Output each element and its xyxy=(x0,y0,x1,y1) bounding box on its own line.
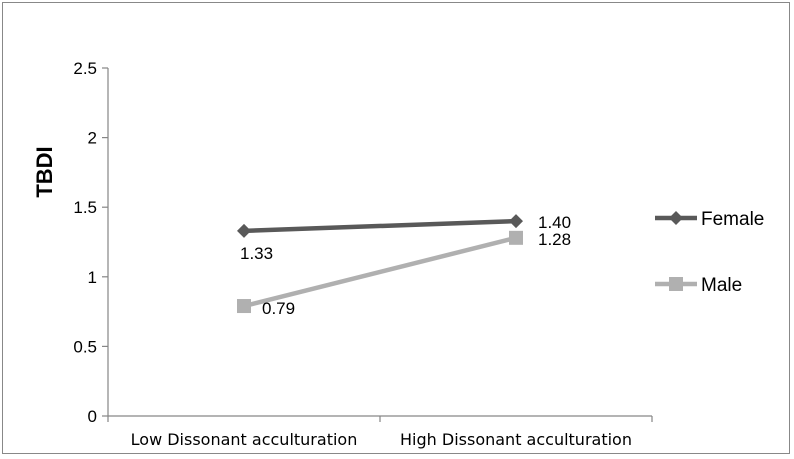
x-categories: Low Dissonant acculturation High Dissonan… xyxy=(107,416,653,449)
series-line-female xyxy=(243,218,517,234)
data-point-female xyxy=(237,223,251,238)
y-tick-label: 1.5 xyxy=(73,198,97,217)
x-category-label: Low Dissonant acculturation xyxy=(131,430,358,449)
chart-frame xyxy=(2,2,790,454)
x-category-label: High Dissonant acculturation xyxy=(400,430,632,449)
data-label: 0.79 xyxy=(262,299,295,318)
y-tick-label: 1 xyxy=(88,268,97,287)
legend-marker xyxy=(669,277,683,291)
data-point-female xyxy=(509,214,523,229)
legend: Female Male xyxy=(655,209,764,296)
series-group: 1.33 1.40 0.79 1.28 xyxy=(237,213,571,318)
y-axis-label: TBDI xyxy=(32,146,57,197)
y-ticks: 0 0.5 1 1.5 2 2.5 xyxy=(73,59,108,426)
data-point-male xyxy=(509,230,523,245)
legend-label: Male xyxy=(701,275,742,296)
y-tick-label: 0 xyxy=(88,407,97,426)
data-label: 1.28 xyxy=(538,230,571,249)
legend-label: Female xyxy=(701,209,764,230)
data-point-male xyxy=(237,299,251,314)
data-label: 1.33 xyxy=(240,244,273,263)
data-label: 1.40 xyxy=(538,213,571,232)
y-tick-label: 2 xyxy=(88,129,97,148)
series-line-male xyxy=(243,235,517,309)
y-tick-label: 2.5 xyxy=(73,59,97,78)
y-tick-label: 0.5 xyxy=(73,337,97,356)
legend-marker xyxy=(669,211,683,225)
